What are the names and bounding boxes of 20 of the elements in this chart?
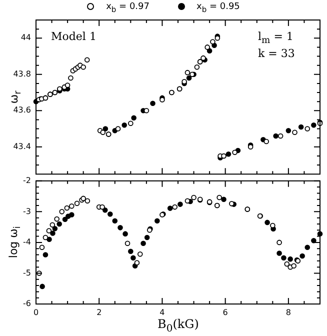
x-tick-label: 2 [96,308,102,318]
y-tick-label: 43.8 [13,69,31,78]
y-tick-label: -5 [23,268,31,278]
y-tick-label: -3 [23,206,31,216]
x-tick-label: 6 [222,308,228,318]
y-tick-label: 44 [20,33,31,42]
y-tick-label: 43.6 [13,106,31,115]
x-tick-label: 8 [286,308,291,318]
legend-label: x$_{b}$ = 0.95 [196,2,240,14]
x-tick-label: 4 [160,308,165,318]
y-tick-label: 43.4 [13,142,31,151]
annotation: Model 1 [51,30,96,43]
annotation: l$_{m}$ = 1 [258,30,294,46]
y-tick-label: -2 [23,176,31,185]
legend-label: x$_{b}$ = 0.97 [106,2,150,14]
x-tick-label: 0 [33,308,39,318]
annotation: k = 33 [258,47,295,60]
x-axis-title: B$_{0}$(kG) [158,317,199,334]
y-tick-label: -4 [23,238,31,247]
y-tick-label: -6 [23,299,31,308]
